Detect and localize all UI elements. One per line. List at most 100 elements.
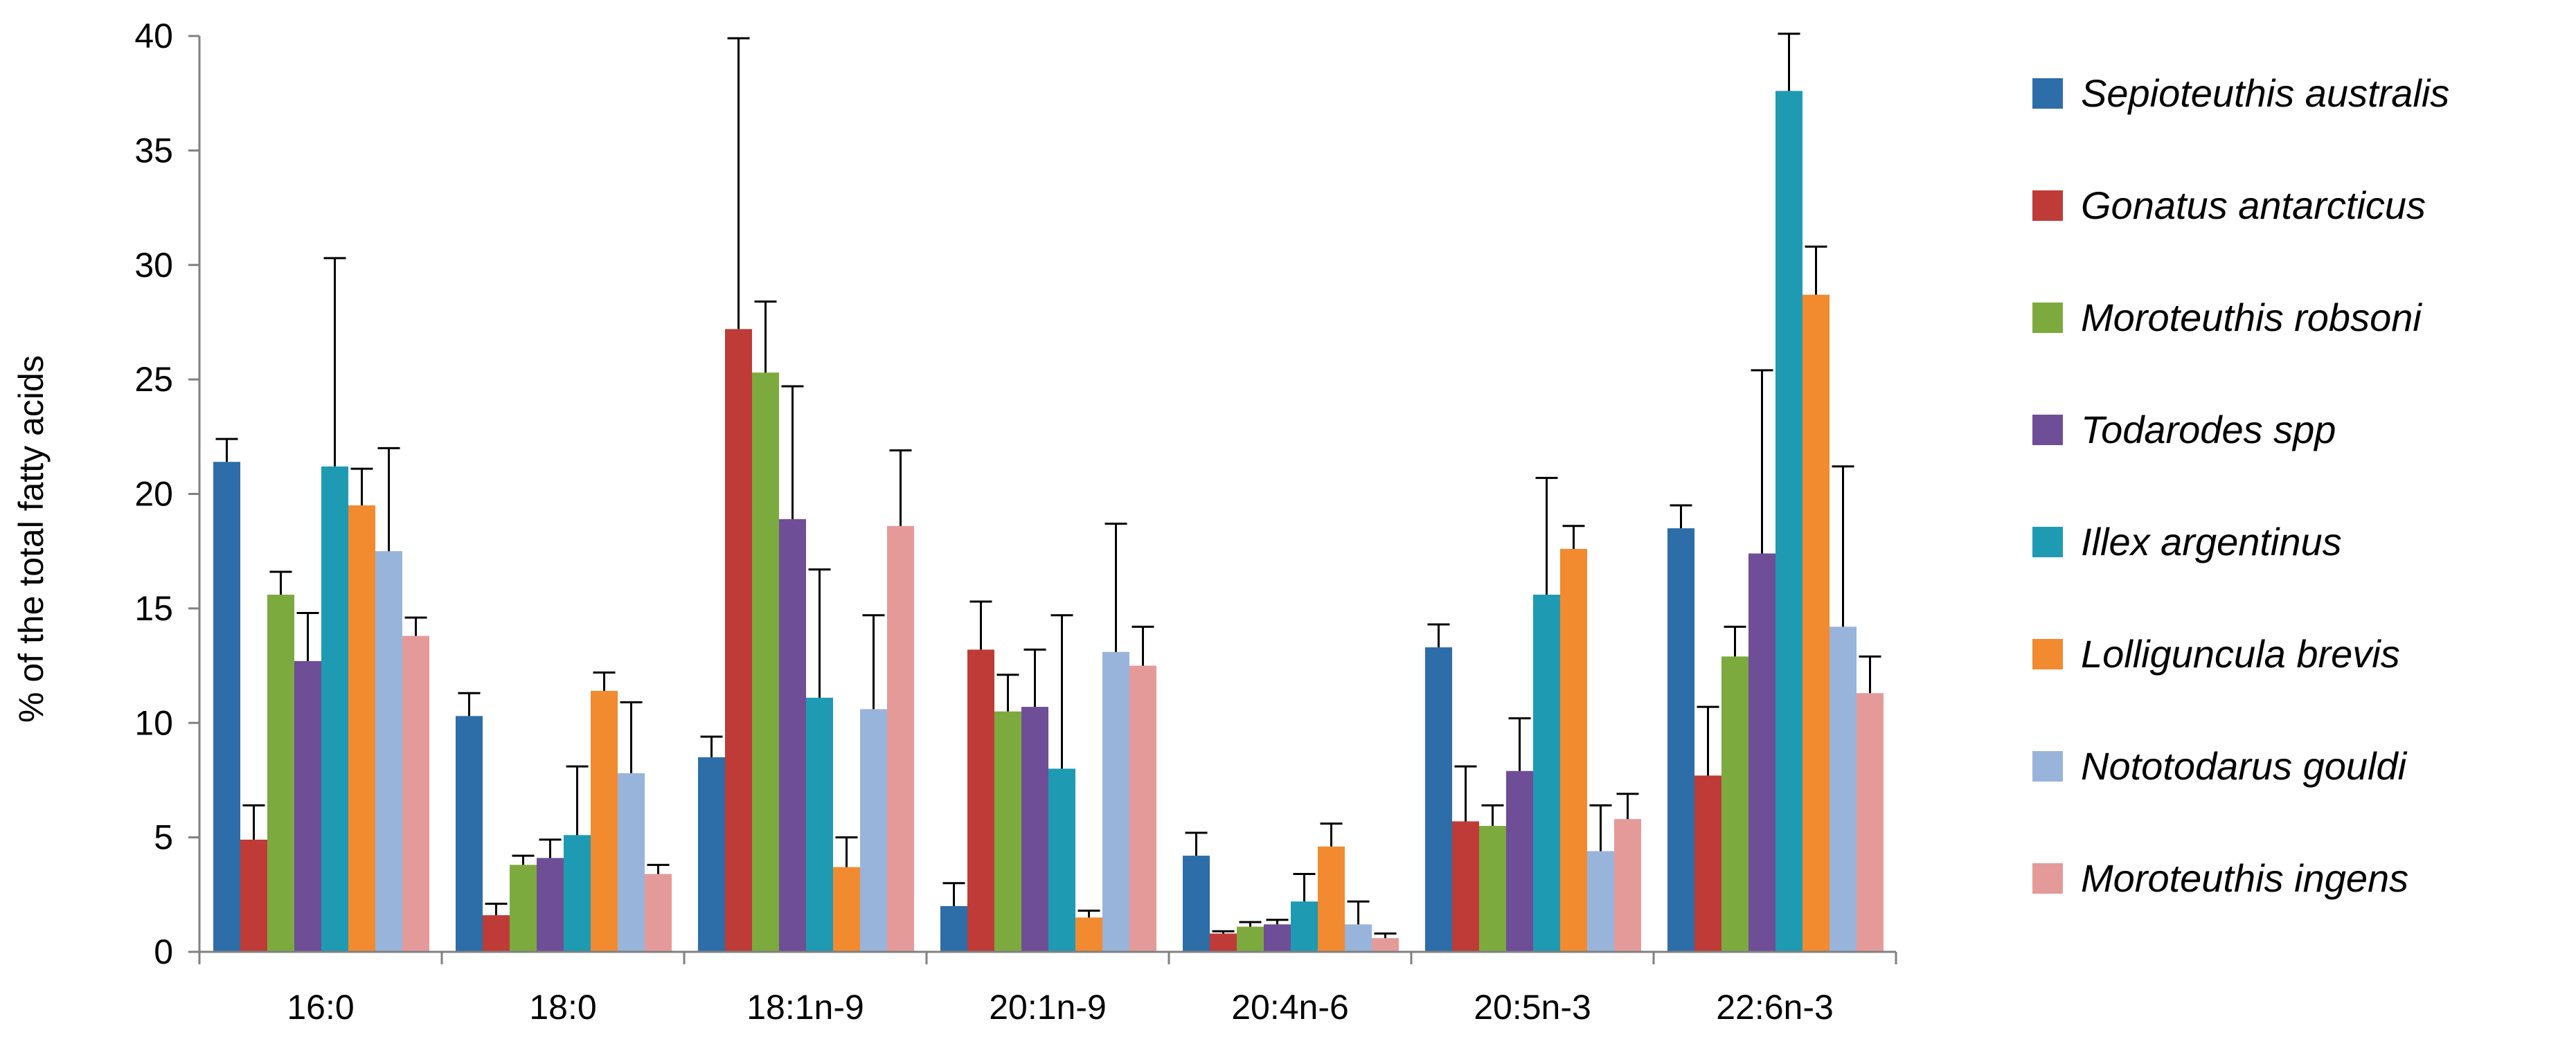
y-tick-label: 40: [134, 17, 173, 55]
bar: [940, 905, 967, 952]
legend-item: Todarodes spp: [2032, 408, 2336, 451]
legend-swatch: [2032, 303, 2063, 333]
y-tick-label: 15: [134, 589, 173, 628]
legend-label: Moroteuthis robsoni: [2081, 296, 2422, 339]
bar: [1372, 938, 1399, 952]
y-tick-label: 5: [154, 818, 173, 857]
x-tick-label: 16:0: [287, 988, 354, 1027]
x-tick-label: 20:1n-9: [989, 988, 1107, 1027]
y-tick-label: 30: [134, 246, 173, 285]
bar: [1776, 91, 1803, 952]
bar: [1857, 693, 1884, 952]
series-7: [402, 449, 1884, 952]
series-3: [294, 369, 1776, 952]
series-1: [240, 37, 1721, 952]
bar: [967, 649, 994, 952]
legend-swatch: [2032, 415, 2063, 445]
legend-label: Moroteuthis ingens: [2081, 856, 2408, 900]
x-tick-label: 22:6n-3: [1716, 988, 1834, 1027]
series-0: [213, 438, 1694, 952]
bar: [618, 773, 645, 952]
x-tick-label: 20:5n-3: [1474, 988, 1591, 1027]
legend-swatch: [2032, 527, 2063, 557]
series-6: [375, 447, 1857, 952]
bar: [1183, 856, 1210, 952]
legend-label: Sepioteuthis australis: [2081, 71, 2449, 115]
bar: [1425, 647, 1452, 952]
legend-item: Sepioteuthis australis: [2032, 71, 2449, 115]
bar: [1721, 656, 1748, 952]
bar: [267, 595, 294, 952]
legend-swatch: [2032, 863, 2063, 894]
bar: [1318, 846, 1345, 952]
series-5: [348, 245, 1830, 952]
bar: [1210, 933, 1237, 952]
x-tick-label: 18:0: [529, 988, 596, 1027]
bar: [1830, 626, 1857, 952]
bar: [752, 372, 779, 952]
bar: [1452, 821, 1479, 952]
bar: [1048, 768, 1075, 952]
bar: [483, 915, 510, 952]
bar: [1075, 917, 1102, 952]
bar: [1803, 294, 1830, 952]
y-tick-label: 25: [134, 360, 173, 399]
y-tick-label: 35: [134, 131, 173, 170]
bar: [537, 858, 564, 952]
y-tick-label: 10: [134, 703, 173, 742]
bar: [725, 329, 752, 952]
bar: [1560, 548, 1587, 952]
bar: [779, 519, 806, 952]
legend-swatch: [2032, 751, 2063, 782]
bar: [1129, 665, 1156, 952]
axes: 0 5 10 15 20 25 30 35 40 16:0 18:0 18:1n-9 20:1n-9 20…: [134, 17, 1897, 1027]
bar: [1667, 528, 1694, 952]
y-tick-label: 0: [154, 932, 173, 971]
bar: [1479, 826, 1506, 952]
y-tick-label: 20: [134, 475, 173, 514]
bar: [1102, 651, 1129, 952]
bar: [510, 865, 537, 952]
series-2: [267, 300, 1748, 952]
plot-area: [213, 33, 1884, 952]
legend-label: Nototodarus gouldi: [2081, 744, 2408, 788]
legend-swatch: [2032, 190, 2063, 221]
legend-item: Nototodarus gouldi: [2032, 744, 2408, 788]
legend-item: Lolliguncula brevis: [2032, 632, 2400, 676]
bar: [1748, 553, 1776, 952]
legend-label: Illex argentinus: [2081, 520, 2342, 563]
legend-swatch: [2032, 78, 2063, 109]
bar: [1264, 924, 1291, 952]
bar: [348, 505, 375, 952]
legend-label: Gonatus antarcticus: [2081, 183, 2426, 227]
bar: [1021, 707, 1048, 952]
bar: [887, 525, 914, 952]
bar: [321, 466, 348, 952]
legend-label: Todarodes spp: [2081, 408, 2336, 451]
legend-item: Gonatus antarcticus: [2032, 183, 2426, 227]
bar: [456, 716, 483, 952]
bar: [294, 660, 321, 952]
x-tick-label: 20:4n-6: [1231, 988, 1349, 1027]
bar: [1533, 595, 1560, 952]
bar: [806, 697, 833, 952]
bar: [1587, 851, 1614, 952]
legend-item: Illex argentinus: [2032, 520, 2342, 563]
bar: [645, 874, 672, 952]
x-tick-label: 18:1n-9: [746, 988, 864, 1027]
y-axis-title: % of the total fatty acids: [12, 355, 51, 723]
bar: [1614, 819, 1641, 952]
legend-label: Lolliguncula brevis: [2081, 632, 2400, 676]
bar: [698, 757, 725, 952]
bar: [1345, 924, 1372, 952]
legend-item: Moroteuthis robsoni: [2032, 296, 2422, 339]
bar: [402, 635, 429, 952]
bar: [1694, 775, 1721, 952]
bar: [213, 462, 240, 952]
bar: [1506, 770, 1533, 952]
legend-swatch: [2032, 639, 2063, 669]
bar: [564, 835, 591, 952]
bar: [1291, 901, 1318, 952]
